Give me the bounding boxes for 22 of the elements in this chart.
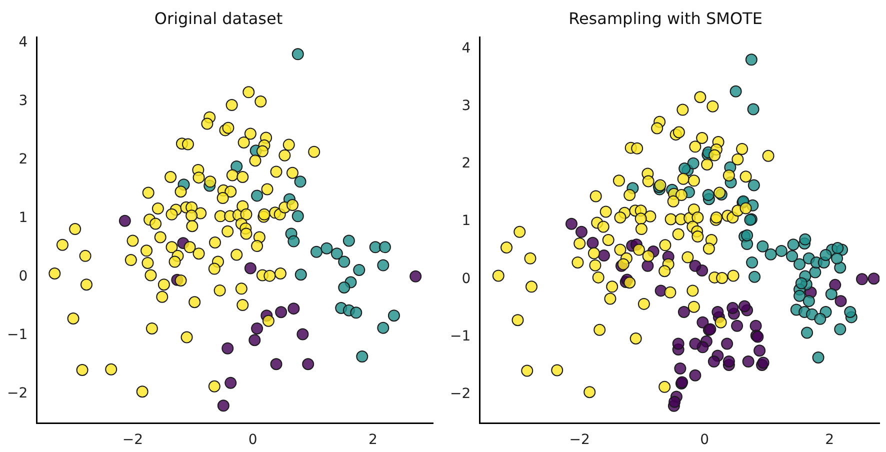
y-tick-label: 1 <box>462 213 471 230</box>
x-tick-label: 2 <box>368 432 378 448</box>
y-tick-label: 0 <box>18 268 28 285</box>
x-tick-label: −2 <box>569 432 590 448</box>
y-tick-label: 2 <box>462 156 471 172</box>
y-tick-label: −1 <box>450 328 471 344</box>
chart-title: Resampling with SMOTE <box>568 8 762 28</box>
y-tick-label: 4 <box>18 34 28 51</box>
y-tick-label: 2 <box>18 152 28 168</box>
y-tick-label: 3 <box>462 98 471 114</box>
y-tick-label: 0 <box>462 270 471 287</box>
x-tick-label: −2 <box>122 432 144 448</box>
x-tick-label: 0 <box>248 432 258 448</box>
y-tick-label: −1 <box>6 327 28 344</box>
chart-title: Original dataset <box>154 8 283 28</box>
y-tick-label: 3 <box>18 93 28 110</box>
y-tick-label: −2 <box>6 386 28 402</box>
y-tick-label: 4 <box>462 40 471 56</box>
x-tick-label: 0 <box>700 432 710 448</box>
y-tick-label: −2 <box>450 386 471 402</box>
y-tick-label: 1 <box>18 210 28 226</box>
x-tick-label: 2 <box>825 432 834 448</box>
